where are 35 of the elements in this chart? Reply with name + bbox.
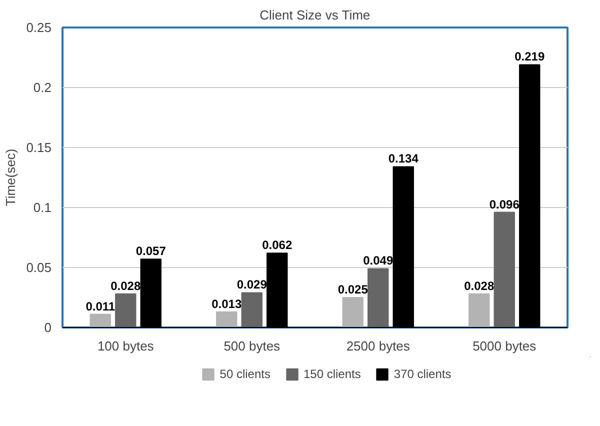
data-label: 0.025 <box>338 282 368 296</box>
bar <box>90 314 111 328</box>
bar <box>342 297 364 328</box>
y-tick-label: 0.05 <box>26 260 52 275</box>
data-label: 0.134 <box>388 152 419 166</box>
data-label: 0.219 <box>514 50 545 64</box>
y-tick-label: 0.1 <box>33 200 52 215</box>
data-label: 0.049 <box>363 254 394 268</box>
data-label: 0.062 <box>262 238 292 252</box>
bar <box>241 292 262 328</box>
chart-title: Client Size vs Time <box>260 8 370 22</box>
data-label: 0.011 <box>86 299 116 314</box>
data-label: 0.028 <box>110 278 141 293</box>
y-tick-label: 0.15 <box>26 140 52 155</box>
y-axis-title: Time(sec) <box>3 148 18 206</box>
y-tick-label: 0 <box>44 320 52 335</box>
data-label: 0.057 <box>136 244 166 258</box>
y-tick-label: 0.2 <box>33 80 52 95</box>
bar <box>494 212 515 328</box>
data-label: 0.028 <box>464 278 494 293</box>
data-label: 0.029 <box>236 278 268 292</box>
legend-label: 50 clients <box>220 367 270 381</box>
x-tick-label: 5000 bytes <box>472 338 537 354</box>
x-tick-label: 100 bytes <box>97 338 154 354</box>
x-tick-label: 2500 bytes <box>346 338 410 354</box>
data-label: 0.013 <box>212 296 242 311</box>
y-tick-label: 0.25 <box>26 20 52 35</box>
legend-label: 370 clients <box>394 367 452 381</box>
x-tick-label: 500 bytes <box>224 338 281 354</box>
bar <box>216 311 238 328</box>
bar <box>115 293 136 328</box>
legend-label: 150 clients <box>303 367 361 381</box>
bar <box>468 293 490 328</box>
bar <box>368 268 389 328</box>
data-label: 0.096 <box>489 197 520 212</box>
